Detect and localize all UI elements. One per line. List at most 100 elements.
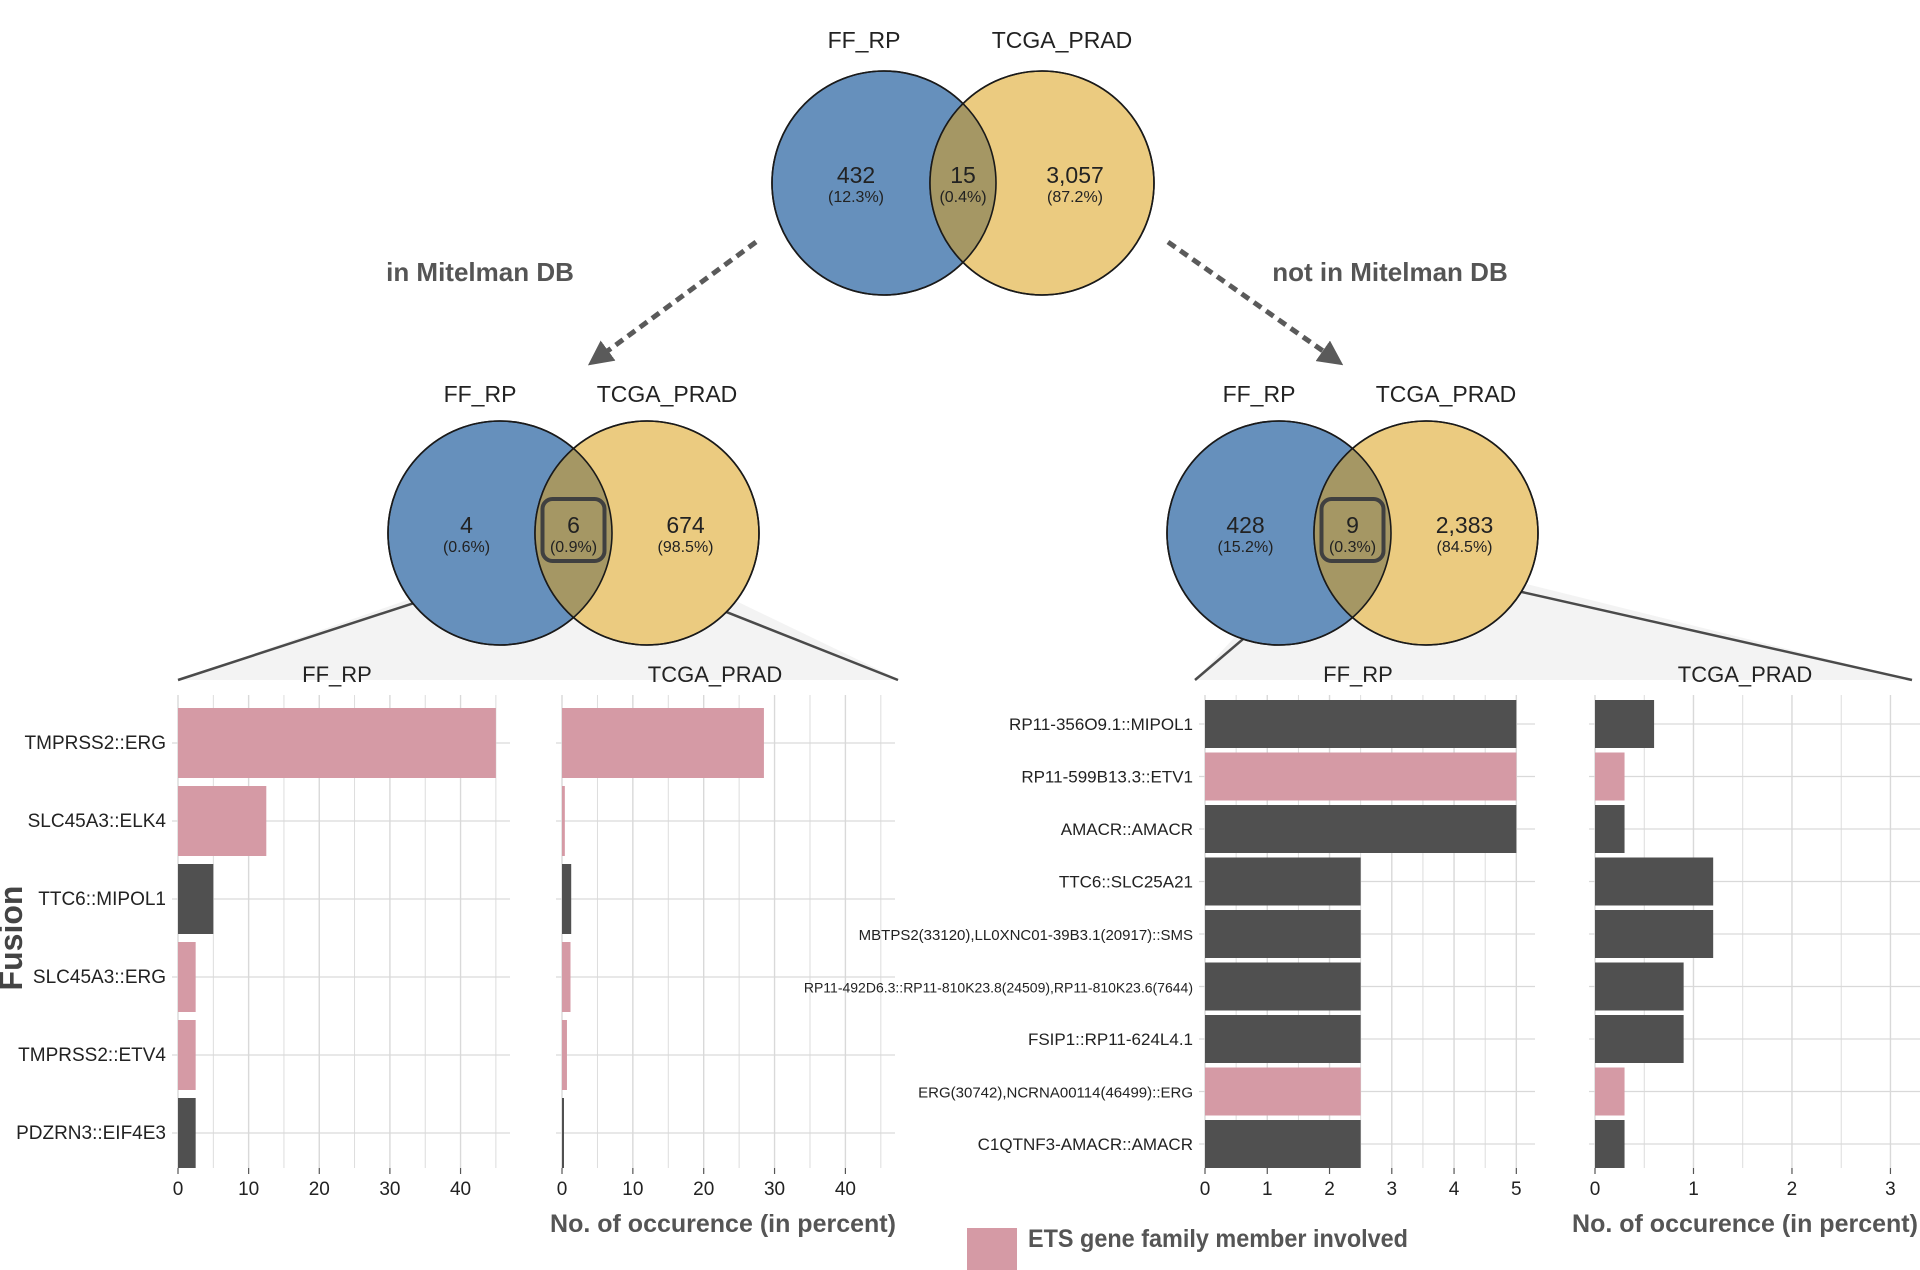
venn-top: FF_RP TCGA_PRAD 432(12.3%) 15(0.4%) 3,057(87… [771, 27, 1155, 296]
x-axis-label: No. of occurence (in percent) [1572, 1210, 1918, 1238]
x-tick-label: 30 [764, 1179, 785, 1200]
category-label: SLC45A3::ERG [33, 967, 166, 988]
venn-mid-pct: (0.4%) [939, 189, 986, 206]
bar [178, 942, 196, 1012]
bar [1205, 962, 1361, 1011]
x-tick-label: 30 [379, 1179, 400, 1200]
category-label: TTC6::SLC25A21 [1059, 873, 1193, 892]
category-label: AMACR::AMACR [1061, 820, 1193, 839]
bar [178, 1020, 196, 1090]
venn-left-outline [1166, 420, 1392, 646]
category-label: RP11-492D6.3::RP11-810K23.8(24509),RP11-… [804, 980, 1193, 996]
bar [1595, 1120, 1625, 1168]
bar [178, 786, 267, 856]
bar [1205, 1015, 1361, 1063]
x-tick-label: 3 [1885, 1179, 1896, 1200]
x-tick-label: 40 [450, 1179, 471, 1200]
chart-title: TCGA_PRAD [1678, 662, 1812, 687]
bar [1205, 1067, 1361, 1116]
category-label: TTC6::MIPOL1 [38, 889, 166, 910]
x-tick-label: 5 [1511, 1179, 1522, 1200]
venn-overlap-region [1314, 421, 1391, 645]
y-axis-title: Fusion [0, 886, 29, 991]
bar [1205, 752, 1517, 801]
x-tick-label: 4 [1449, 1179, 1460, 1200]
venn-zoom-box [540, 497, 607, 563]
venn-left-count: 4 [460, 512, 473, 538]
chart-1: FF_RPTMPRSS2::ERGSLC45A3::ELK4TTC6::MIPO… [16, 662, 510, 1200]
bar [562, 1020, 567, 1090]
x-tick-label: 2 [1787, 1179, 1798, 1200]
venn-left-outline [771, 70, 997, 296]
venn-left-title: FF_RP [444, 381, 517, 407]
bar [1595, 910, 1714, 958]
category-label: FSIP1::RP11-624L4.1 [1028, 1030, 1193, 1049]
category-label: TMPRSS2::ERG [25, 733, 166, 754]
bar [1595, 1015, 1684, 1063]
bar [178, 708, 496, 778]
category-label: TMPRSS2::ETV4 [18, 1045, 166, 1066]
x-tick-label: 40 [835, 1179, 856, 1200]
x-tick-label: 0 [173, 1179, 184, 1200]
venn-right-count: 3,057 [1046, 162, 1104, 188]
bar [562, 864, 572, 934]
bar [1595, 857, 1714, 906]
venn-zoom-box [1319, 497, 1386, 563]
category-label: RP11-599B13.3::ETV1 [1021, 768, 1193, 787]
arrow-left [587, 239, 758, 366]
chart-4: TCGA_PRAD 0 1 2 3 No. of occurence (in percen… [1572, 662, 1920, 1238]
arrow-right-label: not in Mitelman DB [1272, 257, 1507, 287]
category-label: PDZRN3::EIF4E3 [16, 1123, 166, 1144]
chart-title: FF_RP [302, 662, 372, 687]
bar [562, 1098, 564, 1168]
legend-label: ETS gene family member involved [1028, 1225, 1408, 1253]
x-tick-label: 10 [622, 1179, 643, 1200]
bar [1205, 805, 1517, 853]
venn-mid-pct: (0.3%) [1329, 539, 1376, 556]
chart-3: FF_RPRP11-356O9.1::MIPOL1RP11-599B13.3::… [804, 662, 1535, 1200]
venn-left: FF_RP TCGA_PRAD 4(0.6%) 6(0.9%) 674(98.5%) [387, 381, 760, 646]
venn-right-outline [929, 70, 1155, 296]
bar [178, 864, 214, 934]
venn-right-pct: (98.5%) [657, 539, 713, 556]
x-tick-label: 3 [1387, 1179, 1398, 1200]
bar [562, 942, 571, 1012]
x-axis-label: No. of occurence (in percent) [550, 1210, 896, 1238]
arrow-left-label: in Mitelman DB [386, 257, 574, 287]
bar [1205, 857, 1361, 906]
venn-right-pct: (87.2%) [1047, 189, 1103, 206]
venn-right-pct: (84.5%) [1436, 539, 1492, 556]
chart-title: TCGA_PRAD [648, 662, 782, 687]
arrow-right [1166, 239, 1344, 366]
venn-left-title: FF_RP [828, 27, 901, 53]
venn-overlap-region [535, 421, 612, 645]
venn-left-pct: (0.6%) [443, 539, 490, 556]
category-label: RP11-356O9.1::MIPOL1 [1009, 715, 1193, 734]
category-label: SLC45A3::ELK4 [28, 811, 167, 832]
venn-right-count: 2,383 [1436, 512, 1494, 538]
legend-swatch [967, 1228, 1017, 1270]
bar [1595, 752, 1625, 801]
venn-mid-count: 9 [1346, 512, 1359, 538]
x-tick-label: 0 [1200, 1179, 1211, 1200]
bar [1595, 805, 1625, 853]
x-tick-label: 1 [1688, 1179, 1699, 1200]
x-tick-label: 20 [693, 1179, 714, 1200]
bar [1205, 1120, 1361, 1168]
chart-2: TCGA_PRAD 0 10 20 30 40 No. of occurence (in p… [550, 662, 896, 1238]
venn-left-pct: (12.3%) [828, 189, 884, 206]
x-tick-label: 10 [238, 1179, 259, 1200]
x-tick-label: 1 [1262, 1179, 1273, 1200]
venn-mid-count: 6 [567, 512, 580, 538]
venn-right-outline [534, 420, 760, 646]
venn-left-count: 428 [1226, 512, 1264, 538]
x-tick-label: 0 [557, 1179, 568, 1200]
x-tick-label: 20 [309, 1179, 330, 1200]
venn-right-outline [1313, 420, 1539, 646]
venn-right: FF_RP TCGA_PRAD 428(15.2%) 9(0.3%) 2,383(84.… [1166, 381, 1539, 646]
venn-left-outline [387, 420, 613, 646]
chart-title: FF_RP [1323, 662, 1393, 687]
venn-left-count: 432 [837, 162, 875, 188]
venn-mid-count: 15 [950, 162, 976, 188]
